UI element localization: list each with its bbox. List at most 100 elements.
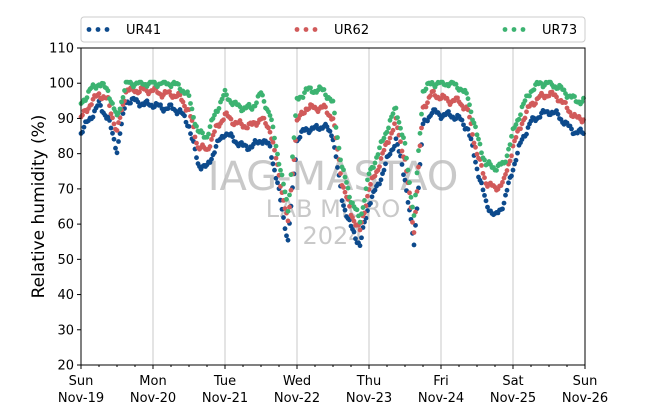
data-point-UR41 [128, 100, 133, 106]
data-point-UR41 [420, 121, 426, 127]
data-point-UR73 [116, 110, 121, 116]
data-point-UR73 [330, 98, 336, 104]
data-point-UR73 [285, 208, 291, 214]
data-point-UR41 [135, 99, 141, 105]
data-point-UR41 [479, 180, 484, 186]
legend-item-UR41: UR41 [86, 23, 161, 38]
data-point-UR41 [267, 143, 273, 149]
data-point-UR62 [471, 140, 477, 146]
data-point-UR62 [96, 91, 102, 97]
data-point-UR62 [459, 103, 465, 108]
legend-item-UR62: UR62 [294, 23, 369, 38]
data-point-UR41 [273, 175, 279, 181]
data-point-UR41 [275, 180, 280, 186]
data-point-UR62 [398, 139, 403, 145]
x-tick-day-label: Sun [69, 374, 94, 389]
data-point-UR62 [392, 121, 397, 127]
data-point-UR41 [98, 103, 103, 108]
legend-marker [502, 27, 508, 32]
data-point-UR73 [503, 159, 508, 165]
data-point-UR62 [89, 102, 94, 107]
x-tick-date-label: Nov-23 [346, 391, 392, 406]
data-point-UR73 [269, 117, 274, 123]
data-point-UR73 [216, 106, 222, 111]
data-point-UR73 [336, 145, 342, 151]
x-tick-day-label: Sun [573, 374, 598, 389]
data-point-UR73 [287, 192, 292, 198]
data-point-UR73 [176, 81, 181, 87]
data-point-UR41 [285, 237, 291, 243]
data-point-UR62 [207, 144, 213, 149]
data-point-UR73 [212, 112, 217, 118]
data-point-UR41 [399, 162, 405, 167]
data-point-UR62 [209, 137, 214, 142]
x-tick-date-label: Nov-19 [58, 391, 104, 406]
data-point-UR73 [405, 167, 411, 173]
data-point-UR62 [428, 93, 433, 99]
x-tick-day-label: Thu [356, 374, 381, 389]
data-point-UR73 [516, 116, 522, 122]
data-point-UR73 [185, 89, 190, 95]
data-point-UR73 [381, 135, 387, 141]
data-point-UR62 [347, 203, 352, 209]
data-point-UR73 [513, 122, 519, 127]
data-point-UR41 [230, 134, 235, 140]
data-point-UR62 [357, 227, 363, 233]
data-point-UR62 [509, 153, 514, 159]
data-point-UR73 [476, 136, 481, 142]
data-point-UR73 [395, 115, 400, 120]
data-point-UR73 [275, 151, 280, 157]
data-point-UR41 [114, 150, 120, 156]
data-point-UR41 [504, 187, 510, 193]
data-point-UR41 [383, 161, 388, 167]
data-point-UR41 [461, 122, 466, 128]
data-point-UR73 [105, 88, 111, 94]
data-point-UR41 [188, 131, 193, 137]
data-point-UR62 [306, 106, 312, 111]
data-point-UR73 [84, 95, 90, 101]
data-point-UR62 [272, 147, 277, 153]
y-tick-label: 20 [57, 359, 74, 374]
data-point-UR73 [342, 174, 348, 180]
legend-label: UR62 [334, 23, 369, 38]
data-point-UR73 [254, 100, 259, 106]
data-point-UR41 [503, 192, 508, 198]
data-point-UR41 [282, 226, 288, 232]
data-point-UR41 [413, 222, 418, 228]
data-point-UR62 [519, 121, 525, 127]
data-point-UR41 [524, 131, 529, 137]
data-point-UR62 [399, 148, 405, 154]
data-point-UR62 [323, 104, 328, 110]
data-point-UR73 [360, 205, 366, 210]
y-tick-label: 70 [57, 182, 74, 197]
data-point-UR41 [158, 102, 163, 108]
data-point-UR41 [473, 159, 478, 165]
data-point-UR73 [338, 157, 343, 163]
data-point-UR62 [479, 163, 484, 168]
data-point-UR73 [191, 114, 196, 120]
data-point-UR73 [477, 141, 483, 147]
data-point-UR73 [291, 135, 297, 141]
data-point-UR62 [137, 89, 142, 95]
data-point-UR62 [90, 96, 96, 102]
x-tick-day-label: Sat [502, 374, 523, 389]
data-point-UR73 [407, 180, 412, 185]
data-point-UR41 [387, 151, 393, 157]
data-point-UR62 [567, 109, 573, 115]
data-point-UR41 [359, 235, 364, 241]
data-point-UR73 [417, 130, 423, 136]
data-point-UR73 [509, 133, 514, 139]
data-point-UR73 [354, 207, 360, 213]
data-point-UR73 [341, 167, 346, 173]
data-point-UR41 [525, 125, 531, 130]
data-point-UR62 [338, 171, 343, 176]
data-point-UR73 [302, 90, 307, 96]
data-point-UR73 [270, 124, 276, 130]
data-point-UR62 [114, 127, 120, 133]
data-point-UR62 [390, 127, 396, 133]
data-point-UR62 [455, 95, 460, 101]
data-point-UR73 [371, 165, 376, 170]
data-point-UR73 [494, 167, 499, 173]
data-point-UR73 [120, 95, 126, 100]
data-point-UR73 [398, 125, 403, 131]
